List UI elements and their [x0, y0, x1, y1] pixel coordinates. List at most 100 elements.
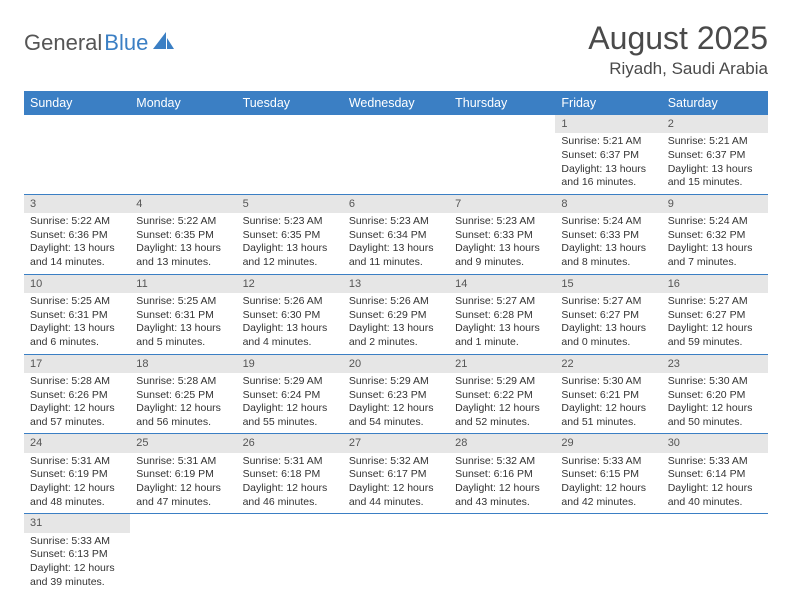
daylight-line: Daylight: 13 hours and 12 minutes. [243, 242, 337, 269]
sunset-line: Sunset: 6:35 PM [136, 229, 230, 243]
day-number: 19 [237, 355, 343, 373]
calendar-cell: 23Sunrise: 5:30 AMSunset: 6:20 PMDayligh… [662, 354, 768, 434]
calendar-cell: 3Sunrise: 5:22 AMSunset: 6:36 PMDaylight… [24, 194, 130, 274]
sunrise-line: Sunrise: 5:33 AM [30, 535, 124, 549]
sunrise-line: Sunrise: 5:23 AM [455, 215, 549, 229]
calendar-cell: 20Sunrise: 5:29 AMSunset: 6:23 PMDayligh… [343, 354, 449, 434]
sunset-line: Sunset: 6:31 PM [30, 309, 124, 323]
sunrise-line: Sunrise: 5:24 AM [561, 215, 655, 229]
sunrise-line: Sunrise: 5:29 AM [243, 375, 337, 389]
title-block: August 2025 Riyadh, Saudi Arabia [588, 20, 768, 79]
sunset-line: Sunset: 6:15 PM [561, 468, 655, 482]
calendar-cell: 30Sunrise: 5:33 AMSunset: 6:14 PMDayligh… [662, 434, 768, 514]
calendar-cell [24, 115, 130, 194]
calendar-cell [237, 115, 343, 194]
sunrise-line: Sunrise: 5:31 AM [243, 455, 337, 469]
daylight-line: Daylight: 13 hours and 9 minutes. [455, 242, 549, 269]
sunset-line: Sunset: 6:34 PM [349, 229, 443, 243]
calendar-cell [449, 514, 555, 593]
calendar-page: GeneralBlue August 2025 Riyadh, Saudi Ar… [0, 0, 792, 613]
sunrise-line: Sunrise: 5:26 AM [243, 295, 337, 309]
calendar-cell: 21Sunrise: 5:29 AMSunset: 6:22 PMDayligh… [449, 354, 555, 434]
sunset-line: Sunset: 6:25 PM [136, 389, 230, 403]
calendar-week: 10Sunrise: 5:25 AMSunset: 6:31 PMDayligh… [24, 274, 768, 354]
day-header: Friday [555, 91, 661, 115]
daylight-line: Daylight: 12 hours and 48 minutes. [30, 482, 124, 509]
sunrise-line: Sunrise: 5:31 AM [30, 455, 124, 469]
day-header: Thursday [449, 91, 555, 115]
calendar-cell: 22Sunrise: 5:30 AMSunset: 6:21 PMDayligh… [555, 354, 661, 434]
day-content: Sunrise: 5:33 AMSunset: 6:13 PMDaylight:… [24, 533, 130, 594]
day-content: Sunrise: 5:29 AMSunset: 6:22 PMDaylight:… [449, 373, 555, 434]
calendar-cell: 10Sunrise: 5:25 AMSunset: 6:31 PMDayligh… [24, 274, 130, 354]
calendar-cell: 5Sunrise: 5:23 AMSunset: 6:35 PMDaylight… [237, 194, 343, 274]
sunrise-line: Sunrise: 5:33 AM [561, 455, 655, 469]
calendar-cell: 25Sunrise: 5:31 AMSunset: 6:19 PMDayligh… [130, 434, 236, 514]
day-content: Sunrise: 5:27 AMSunset: 6:27 PMDaylight:… [555, 293, 661, 354]
day-number: 5 [237, 195, 343, 213]
calendar-cell: 24Sunrise: 5:31 AMSunset: 6:19 PMDayligh… [24, 434, 130, 514]
daylight-line: Daylight: 13 hours and 1 minute. [455, 322, 549, 349]
daylight-line: Daylight: 13 hours and 0 minutes. [561, 322, 655, 349]
day-header: Monday [130, 91, 236, 115]
calendar-cell: 12Sunrise: 5:26 AMSunset: 6:30 PMDayligh… [237, 274, 343, 354]
calendar-week: 1Sunrise: 5:21 AMSunset: 6:37 PMDaylight… [24, 115, 768, 194]
calendar-cell: 29Sunrise: 5:33 AMSunset: 6:15 PMDayligh… [555, 434, 661, 514]
day-number: 8 [555, 195, 661, 213]
day-number: 16 [662, 275, 768, 293]
calendar-cell: 17Sunrise: 5:28 AMSunset: 6:26 PMDayligh… [24, 354, 130, 434]
day-number: 27 [343, 434, 449, 452]
sunset-line: Sunset: 6:30 PM [243, 309, 337, 323]
sunrise-line: Sunrise: 5:21 AM [561, 135, 655, 149]
calendar-cell: 27Sunrise: 5:32 AMSunset: 6:17 PMDayligh… [343, 434, 449, 514]
day-content: Sunrise: 5:24 AMSunset: 6:32 PMDaylight:… [662, 213, 768, 274]
sunset-line: Sunset: 6:19 PM [136, 468, 230, 482]
sunrise-line: Sunrise: 5:32 AM [349, 455, 443, 469]
daylight-line: Daylight: 13 hours and 11 minutes. [349, 242, 443, 269]
day-content: Sunrise: 5:24 AMSunset: 6:33 PMDaylight:… [555, 213, 661, 274]
sunset-line: Sunset: 6:24 PM [243, 389, 337, 403]
calendar-cell: 2Sunrise: 5:21 AMSunset: 6:37 PMDaylight… [662, 115, 768, 194]
sunset-line: Sunset: 6:14 PM [668, 468, 762, 482]
daylight-line: Daylight: 12 hours and 39 minutes. [30, 562, 124, 589]
day-number: 1 [555, 115, 661, 133]
daylight-line: Daylight: 12 hours and 47 minutes. [136, 482, 230, 509]
sunrise-line: Sunrise: 5:29 AM [349, 375, 443, 389]
calendar-cell [449, 115, 555, 194]
day-number: 18 [130, 355, 236, 373]
sunrise-line: Sunrise: 5:25 AM [30, 295, 124, 309]
calendar-table: SundayMondayTuesdayWednesdayThursdayFrid… [24, 91, 768, 593]
location: Riyadh, Saudi Arabia [588, 59, 768, 79]
sunrise-line: Sunrise: 5:28 AM [136, 375, 230, 389]
sunrise-line: Sunrise: 5:33 AM [668, 455, 762, 469]
day-content: Sunrise: 5:29 AMSunset: 6:23 PMDaylight:… [343, 373, 449, 434]
calendar-cell [130, 115, 236, 194]
calendar-body: 1Sunrise: 5:21 AMSunset: 6:37 PMDaylight… [24, 115, 768, 593]
calendar-cell: 1Sunrise: 5:21 AMSunset: 6:37 PMDaylight… [555, 115, 661, 194]
day-content: Sunrise: 5:33 AMSunset: 6:15 PMDaylight:… [555, 453, 661, 514]
calendar-cell: 6Sunrise: 5:23 AMSunset: 6:34 PMDaylight… [343, 194, 449, 274]
calendar-cell [662, 514, 768, 593]
daylight-line: Daylight: 13 hours and 15 minutes. [668, 163, 762, 190]
sunrise-line: Sunrise: 5:28 AM [30, 375, 124, 389]
daylight-line: Daylight: 12 hours and 54 minutes. [349, 402, 443, 429]
daylight-line: Daylight: 12 hours and 52 minutes. [455, 402, 549, 429]
calendar-week: 17Sunrise: 5:28 AMSunset: 6:26 PMDayligh… [24, 354, 768, 434]
daylight-line: Daylight: 12 hours and 57 minutes. [30, 402, 124, 429]
daylight-line: Daylight: 13 hours and 8 minutes. [561, 242, 655, 269]
calendar-cell: 8Sunrise: 5:24 AMSunset: 6:33 PMDaylight… [555, 194, 661, 274]
header: GeneralBlue August 2025 Riyadh, Saudi Ar… [24, 20, 768, 79]
calendar-cell: 13Sunrise: 5:26 AMSunset: 6:29 PMDayligh… [343, 274, 449, 354]
day-header: Sunday [24, 91, 130, 115]
day-number: 31 [24, 514, 130, 532]
day-number: 24 [24, 434, 130, 452]
day-content: Sunrise: 5:22 AMSunset: 6:35 PMDaylight:… [130, 213, 236, 274]
sunset-line: Sunset: 6:32 PM [668, 229, 762, 243]
sunrise-line: Sunrise: 5:32 AM [455, 455, 549, 469]
sunset-line: Sunset: 6:36 PM [30, 229, 124, 243]
sunset-line: Sunset: 6:35 PM [243, 229, 337, 243]
day-content: Sunrise: 5:29 AMSunset: 6:24 PMDaylight:… [237, 373, 343, 434]
day-content: Sunrise: 5:31 AMSunset: 6:18 PMDaylight:… [237, 453, 343, 514]
sunset-line: Sunset: 6:23 PM [349, 389, 443, 403]
daylight-line: Daylight: 12 hours and 55 minutes. [243, 402, 337, 429]
